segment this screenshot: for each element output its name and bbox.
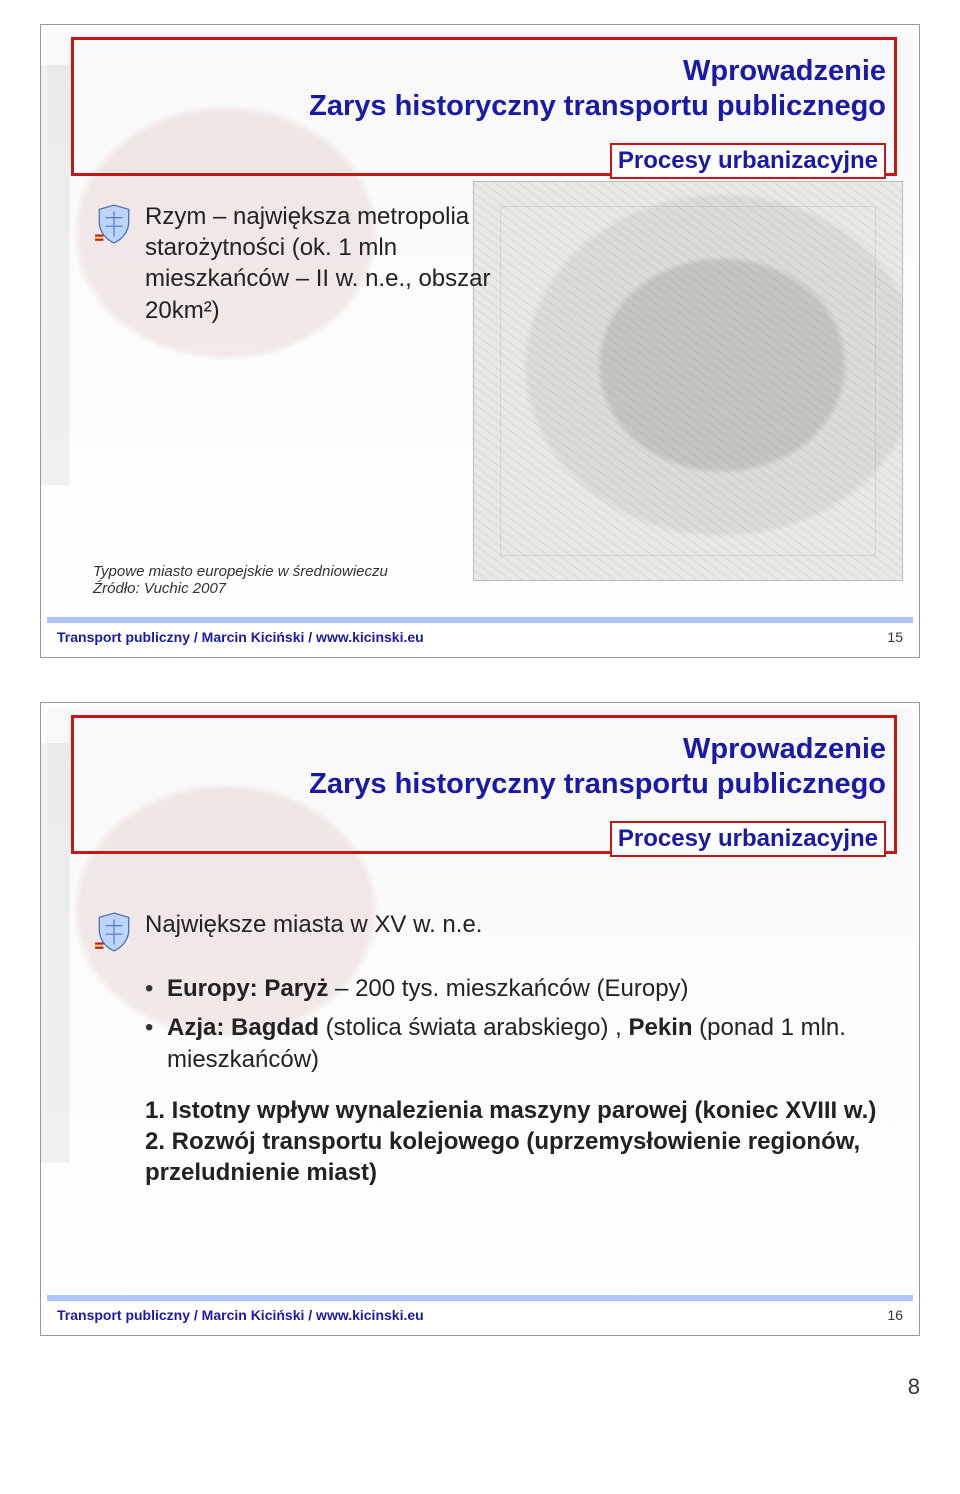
slide-container: Wprowadzenie Zarys historyczny transport… [40, 24, 920, 658]
footer-text: Transport publiczny / Marcin Kiciński / … [57, 629, 424, 645]
bullet-text: Rzym – największa metropolia starożytnoś… [145, 201, 535, 326]
footer-text: Transport publiczny / Marcin Kiciński / … [57, 1307, 424, 1323]
title-line1: Wprowadzenie [82, 54, 886, 89]
bullet-dot-icon: • [145, 1012, 157, 1074]
sub-bullet-text: Azja: Bagdad (stolica świata arabskiego)… [167, 1012, 893, 1074]
slide-number: 15 [887, 629, 903, 645]
sub-bullet: • Europy: Paryż – 200 tys. mieszkańców (… [145, 973, 893, 1004]
numbered-item: 2. Rozwój transportu kolejowego (uprzemy… [145, 1126, 893, 1188]
shield-icon [93, 203, 135, 326]
title-sub: Procesy urbanizacyjne [610, 143, 886, 179]
slide-number: 16 [887, 1307, 903, 1323]
sub-bullet: • Azja: Bagdad (stolica świata arabskieg… [145, 1012, 893, 1074]
shield-icon [93, 911, 135, 961]
handout-page: Wprowadzenie Zarys historyczny transport… [0, 0, 960, 1408]
slide-content: Rzym – największa metropolia starożytnoś… [93, 201, 893, 607]
slide: Wprowadzenie Zarys historyczny transport… [47, 709, 913, 1329]
title-box: Wprowadzenie Zarys historyczny transport… [71, 37, 897, 176]
slide: Wprowadzenie Zarys historyczny transport… [47, 31, 913, 651]
page-number: 8 [908, 1374, 920, 1400]
title-line2: Zarys historyczny transportu publicznego [82, 767, 886, 802]
numbered-item: 1. Istotny wpływ wynalezienia maszyny pa… [145, 1095, 893, 1126]
bullet-dot-icon: • [145, 973, 157, 1004]
title-line2: Zarys historyczny transportu publicznego [82, 89, 886, 124]
slide-footer: Transport publiczny / Marcin Kiciński / … [47, 617, 913, 651]
numbered-list: 1. Istotny wpływ wynalezienia maszyny pa… [145, 1095, 893, 1189]
sub-bullet-text: Europy: Paryż – 200 tys. mieszkańców (Eu… [167, 973, 689, 1004]
slide-footer: Transport publiczny / Marcin Kiciński / … [47, 1295, 913, 1329]
bullet-text: Największe miasta w XV w. n.e. [145, 909, 893, 961]
slide-content: Największe miasta w XV w. n.e. • Europy:… [93, 909, 893, 1285]
title-box: Wprowadzenie Zarys historyczny transport… [71, 715, 897, 854]
image-source: Źródło: Vuchic 2007 [93, 580, 388, 597]
slide-container: Wprowadzenie Zarys historyczny transport… [40, 702, 920, 1336]
bullet-item: Rzym – największa metropolia starożytnoś… [93, 201, 893, 326]
bullet-item: Największe miasta w XV w. n.e. [93, 909, 893, 961]
title-line1: Wprowadzenie [82, 732, 886, 767]
image-caption: Typowe miasto europejskie w średniowiecz… [93, 563, 388, 580]
title-sub: Procesy urbanizacyjne [610, 821, 886, 857]
